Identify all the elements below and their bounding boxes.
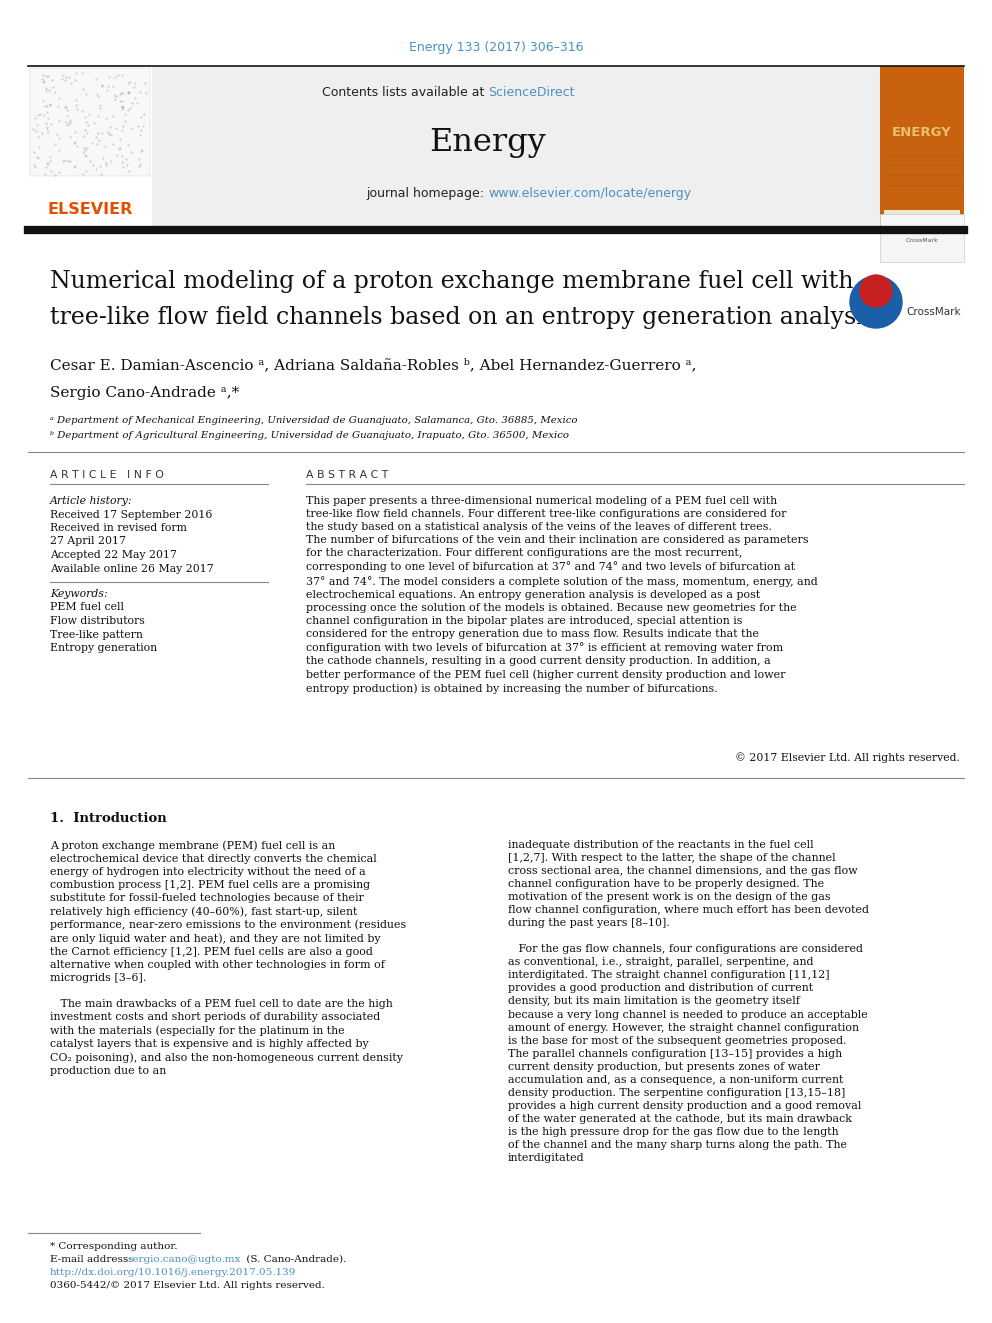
Text: ScienceDirect: ScienceDirect: [488, 86, 574, 98]
Text: Available online 26 May 2017: Available online 26 May 2017: [50, 564, 213, 573]
Text: Sergio Cano-Andrade ᵃ,*: Sergio Cano-Andrade ᵃ,*: [50, 386, 239, 400]
Text: Entropy generation: Entropy generation: [50, 643, 157, 654]
Circle shape: [850, 277, 902, 328]
Text: Numerical modeling of a proton exchange membrane fuel cell with: Numerical modeling of a proton exchange …: [50, 270, 853, 292]
Text: E-mail address:: E-mail address:: [50, 1256, 135, 1263]
Text: © 2017 Elsevier Ltd. All rights reserved.: © 2017 Elsevier Ltd. All rights reserved…: [735, 751, 960, 763]
Text: 0360-5442/© 2017 Elsevier Ltd. All rights reserved.: 0360-5442/© 2017 Elsevier Ltd. All right…: [50, 1281, 324, 1290]
Text: A B S T R A C T: A B S T R A C T: [306, 470, 388, 480]
Circle shape: [860, 275, 892, 307]
Text: Cesar E. Damian-Ascencio ᵃ, Adriana Saldaña-Robles ᵇ, Abel Hernandez-Guerrero ᵃ,: Cesar E. Damian-Ascencio ᵃ, Adriana Sald…: [50, 359, 696, 372]
Text: Received in revised form: Received in revised form: [50, 523, 186, 533]
Bar: [884, 210, 960, 222]
Text: ᵃ Department of Mechanical Engineering, Universidad de Guanajuato, Salamanca, Gt: ᵃ Department of Mechanical Engineering, …: [50, 415, 577, 425]
Text: (S. Cano-Andrade).: (S. Cano-Andrade).: [243, 1256, 346, 1263]
Text: ᵇ Department of Agricultural Engineering, Universidad de Guanajuato, Irapuato, G: ᵇ Department of Agricultural Engineering…: [50, 431, 569, 441]
Text: CrossMark: CrossMark: [906, 307, 960, 318]
Text: CrossMark: CrossMark: [906, 238, 938, 242]
Text: Received 17 September 2016: Received 17 September 2016: [50, 509, 212, 520]
Text: ENERGY: ENERGY: [892, 126, 952, 139]
Text: journal homepage:: journal homepage:: [366, 187, 488, 200]
Text: inadequate distribution of the reactants in the fuel cell
[1,2,7]. With respect : inadequate distribution of the reactants…: [508, 840, 869, 1163]
Text: sergio.cano@ugto.mx: sergio.cano@ugto.mx: [127, 1256, 240, 1263]
Text: This paper presents a three-dimensional numerical modeling of a PEM fuel cell wi: This paper presents a three-dimensional …: [306, 496, 817, 693]
Bar: [28, 66, 152, 228]
Bar: [880, 214, 964, 262]
Text: tree-like flow field channels based on an entropy generation analysis: tree-like flow field channels based on a…: [50, 306, 876, 329]
Text: Article history:: Article history:: [50, 496, 133, 505]
Text: Accepted 22 May 2017: Accepted 22 May 2017: [50, 550, 177, 560]
Text: A R T I C L E   I N F O: A R T I C L E I N F O: [50, 470, 164, 480]
Text: Energy 133 (2017) 306–316: Energy 133 (2017) 306–316: [409, 41, 583, 54]
Text: PEM fuel cell: PEM fuel cell: [50, 602, 124, 613]
Bar: [880, 66, 964, 228]
Text: www.elsevier.com/locate/energy: www.elsevier.com/locate/energy: [488, 187, 691, 200]
Text: 27 April 2017: 27 April 2017: [50, 537, 126, 546]
Text: Energy: Energy: [430, 127, 547, 157]
Text: http://dx.doi.org/10.1016/j.energy.2017.05.139: http://dx.doi.org/10.1016/j.energy.2017.…: [50, 1267, 297, 1277]
Bar: [152, 66, 880, 228]
Text: Flow distributors: Flow distributors: [50, 617, 145, 626]
Text: 1.  Introduction: 1. Introduction: [50, 812, 167, 826]
Text: Keywords:: Keywords:: [50, 589, 107, 599]
Text: * Corresponding author.: * Corresponding author.: [50, 1242, 178, 1252]
Text: Tree-like pattern: Tree-like pattern: [50, 630, 143, 639]
Text: ELSEVIER: ELSEVIER: [48, 202, 133, 217]
Text: Contents lists available at: Contents lists available at: [321, 86, 488, 98]
Bar: [30, 67, 150, 176]
Text: A proton exchange membrane (PEM) fuel cell is an
electrochemical device that dir: A proton exchange membrane (PEM) fuel ce…: [50, 840, 407, 1076]
